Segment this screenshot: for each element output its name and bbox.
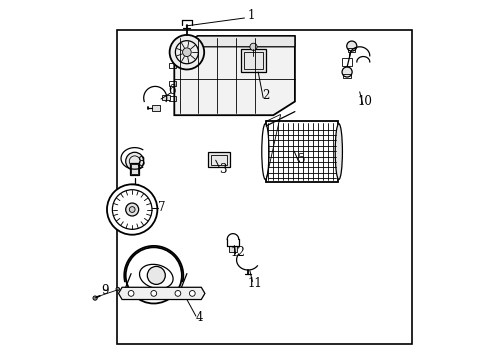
Text: 4: 4: [195, 311, 203, 324]
Ellipse shape: [261, 124, 268, 180]
Bar: [168, 63, 176, 68]
Bar: [347, 48, 355, 52]
Bar: [151, 105, 159, 111]
Bar: [343, 74, 350, 78]
Bar: [211, 155, 227, 165]
Circle shape: [125, 152, 143, 170]
Bar: [168, 81, 176, 86]
Bar: [208, 152, 230, 167]
Text: 7: 7: [158, 201, 165, 213]
Text: 6: 6: [168, 84, 175, 97]
Bar: [162, 95, 169, 100]
Bar: [241, 49, 265, 72]
Bar: [117, 30, 411, 344]
Text: 5: 5: [298, 153, 305, 166]
Circle shape: [249, 43, 257, 50]
Polygon shape: [118, 287, 204, 300]
Text: 12: 12: [230, 246, 245, 259]
Polygon shape: [176, 36, 294, 58]
Polygon shape: [174, 36, 294, 115]
Text: 9: 9: [101, 284, 108, 297]
Circle shape: [128, 291, 134, 296]
Text: 10: 10: [357, 95, 372, 108]
Bar: [265, 121, 337, 182]
Bar: [228, 246, 236, 252]
Bar: [168, 49, 176, 54]
Circle shape: [169, 35, 204, 69]
Text: 1: 1: [247, 9, 255, 22]
Text: 3: 3: [219, 163, 226, 176]
Bar: [342, 58, 352, 66]
Circle shape: [151, 291, 156, 296]
Ellipse shape: [335, 124, 342, 180]
Text: 2: 2: [262, 89, 269, 102]
Circle shape: [346, 41, 356, 51]
Bar: [168, 96, 176, 101]
Bar: [131, 164, 138, 174]
Circle shape: [147, 266, 165, 284]
Circle shape: [175, 291, 181, 296]
Circle shape: [93, 296, 97, 300]
Circle shape: [116, 287, 120, 291]
Text: 11: 11: [247, 277, 262, 290]
Circle shape: [125, 247, 182, 303]
Circle shape: [107, 184, 157, 235]
Bar: [244, 52, 263, 69]
Circle shape: [125, 203, 139, 216]
Bar: [130, 163, 139, 175]
Circle shape: [189, 291, 195, 296]
Circle shape: [129, 207, 135, 212]
Circle shape: [182, 48, 191, 57]
Text: 8: 8: [137, 156, 144, 169]
Circle shape: [342, 67, 351, 77]
